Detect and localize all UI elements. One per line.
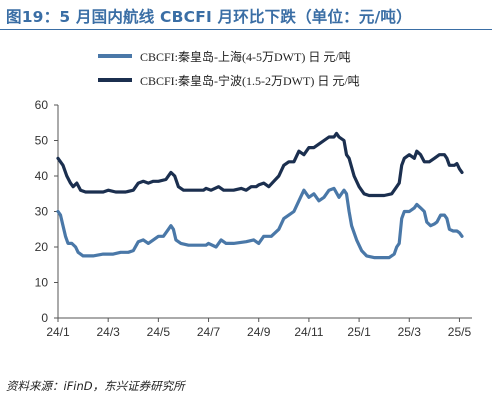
legend-swatch-shanghai	[98, 54, 132, 58]
legend-swatch-ningbo	[98, 78, 132, 82]
x-tick-label: 24/5	[147, 325, 171, 339]
x-tick-label: 24/1	[46, 325, 70, 339]
x-tick-label: 24/9	[247, 325, 271, 339]
series-line-0	[56, 186, 464, 260]
x-tick-label: 24/3	[97, 325, 121, 339]
x-tick-label: 24/7	[197, 325, 221, 339]
source-note: 资料来源：iFinD，东兴证券研究所	[6, 379, 185, 393]
title-divider	[0, 29, 492, 30]
y-tick-label: 50	[35, 134, 49, 148]
legend-item-ningbo: CBCFI:秦皇岛-宁波(1.5-2万DWT) 日 元/吨	[98, 68, 360, 92]
legend-label-shanghai: CBCFI:秦皇岛-上海(4-5万DWT) 日 元/吨	[140, 49, 351, 64]
x-tick-label: 25/3	[398, 325, 422, 339]
y-tick-label: 60	[35, 98, 49, 112]
chart-title: 图19：5 月国内航线 CBCFI 月环比下跌（单位：元/吨）	[6, 8, 412, 26]
x-tick-label: 24/11	[294, 325, 323, 339]
legend-label-ningbo: CBCFI:秦皇岛-宁波(1.5-2万DWT) 日 元/吨	[140, 73, 360, 88]
series-line-1	[56, 131, 464, 198]
y-tick-label: 30	[35, 205, 49, 219]
y-tick-label: 10	[35, 276, 49, 290]
x-tick-label: 25/5	[448, 325, 472, 339]
y-tick-label: 40	[35, 169, 49, 183]
x-tick-label: 25/1	[347, 325, 371, 339]
series-lines	[56, 131, 464, 260]
y-tick-label: 0	[41, 311, 48, 325]
legend-item-shanghai: CBCFI:秦皇岛-上海(4-5万DWT) 日 元/吨	[98, 44, 360, 68]
chart-legend: CBCFI:秦皇岛-上海(4-5万DWT) 日 元/吨 CBCFI:秦皇岛-宁波…	[98, 44, 360, 92]
axes: 0 10 20 30 40 50 60 24/1 24/3 24/5 24/7 24/9 24/11 25…	[35, 98, 472, 339]
y-tick-label: 20	[35, 240, 49, 254]
